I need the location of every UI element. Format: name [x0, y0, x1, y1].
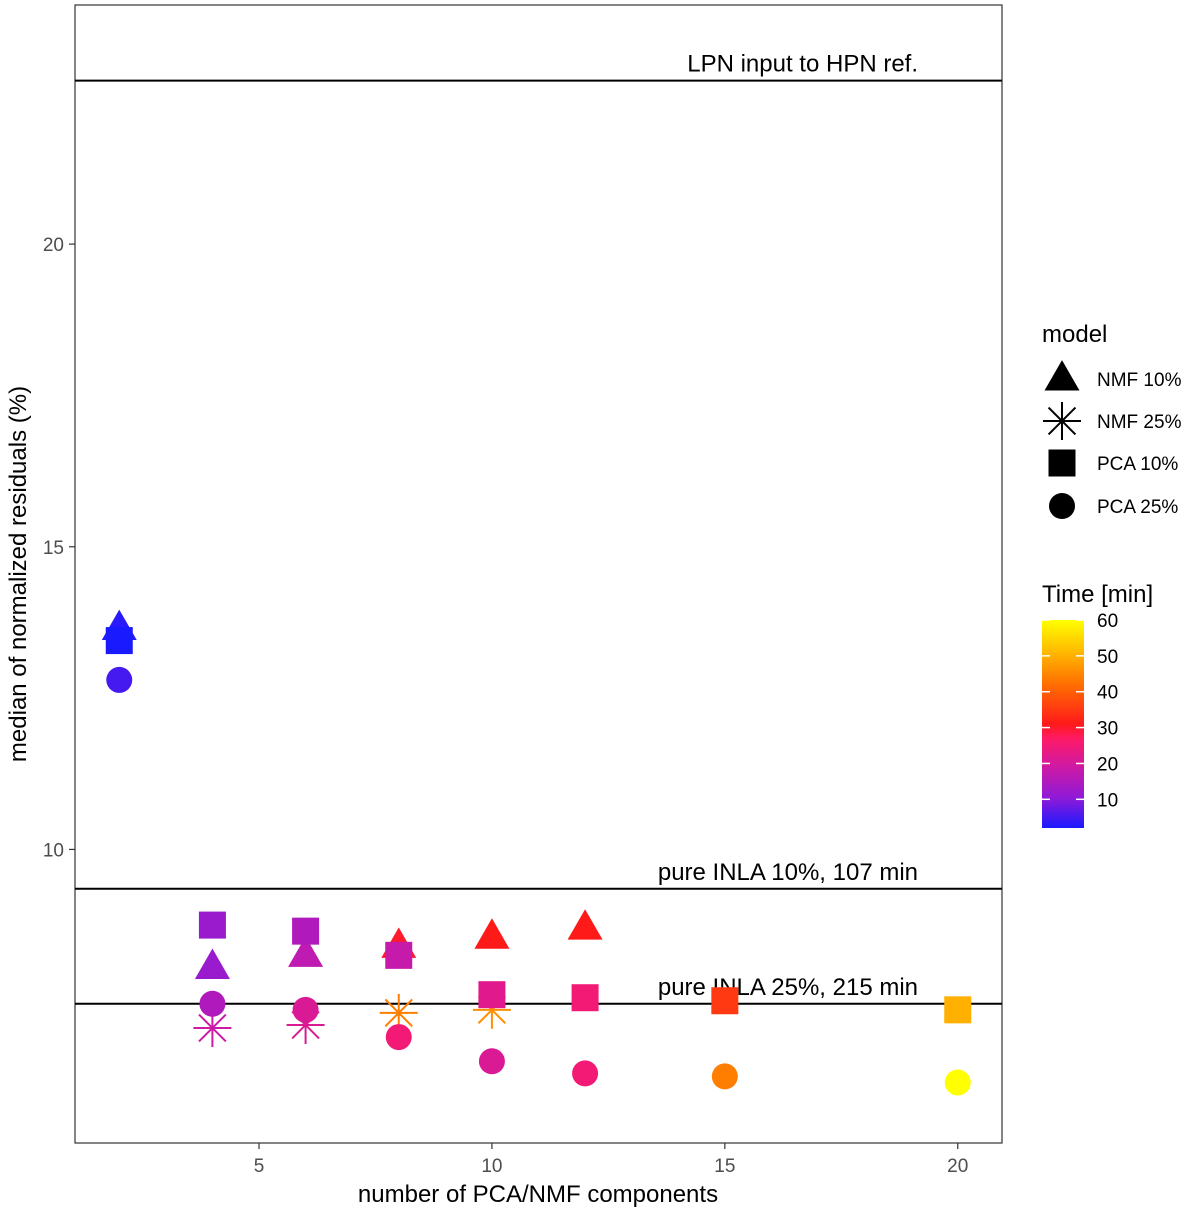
legend-entry: PCA 25%: [1049, 493, 1178, 519]
data-point: [198, 911, 226, 939]
data-point: [571, 984, 599, 1012]
legend-entry-label: NMF 10%: [1097, 370, 1182, 391]
color-tick-label: 20: [1097, 754, 1118, 775]
data-point: [711, 1063, 738, 1090]
data-point: [567, 909, 603, 940]
data-point: [385, 1024, 412, 1051]
color-tick-label: 10: [1097, 790, 1118, 811]
legend-entry: NMF 10%: [1044, 360, 1182, 391]
data-point: [288, 936, 324, 967]
reference-line-label: pure INLA 25%, 215 min: [658, 974, 918, 1001]
y-tick-label: 20: [43, 235, 64, 256]
plot-panel: [74, 4, 1003, 1144]
legend-key-triangle-icon: [1044, 360, 1080, 391]
color-legend: Time [min] 10 20 30 40 50 60: [1042, 581, 1153, 828]
data-point: [711, 987, 739, 1015]
data-point: [944, 1069, 971, 1096]
color-legend-ticks: 10 20 30 40 50 60: [1042, 611, 1118, 811]
data-point: [478, 981, 506, 1009]
color-tick-label: 30: [1097, 719, 1118, 740]
shape-legend: model NMF 10% NMF 25% PCA 10% PCA 25%: [1042, 321, 1182, 519]
color-bar: [1042, 620, 1084, 828]
reference-line-label: LPN input to HPN ref.: [687, 51, 918, 78]
data-point: [474, 918, 510, 949]
data-point: [292, 917, 320, 945]
legend-entry-label: PCA 25%: [1097, 497, 1178, 518]
data-point: [106, 666, 133, 693]
x-tick-label: 10: [481, 1156, 502, 1177]
reference-lines: LPN input to HPN ref. pure INLA 10%, 107 …: [75, 51, 1002, 1005]
legend-key-circle-icon: [1049, 493, 1075, 519]
color-tick-label: 50: [1097, 647, 1118, 668]
color-tick-label: 60: [1097, 611, 1118, 632]
data-point: [385, 941, 413, 969]
x-axis: 5 10 15 20: [254, 1143, 968, 1177]
y-axis-title: median of normalized residuals (%): [5, 386, 32, 762]
legend-key-square-icon: [1048, 449, 1076, 477]
data-point: [193, 1008, 232, 1047]
x-tick-label: 5: [254, 1156, 265, 1177]
x-axis-title: number of PCA/NMF components: [358, 1181, 718, 1208]
reference-line-label: pure INLA 10%, 107 min: [658, 859, 918, 886]
legend-entry: PCA 10%: [1048, 449, 1178, 477]
series-pca-25-: [106, 666, 971, 1096]
legend-entry-label: NMF 25%: [1097, 412, 1182, 433]
y-tick-label: 10: [43, 840, 64, 861]
data-point: [572, 1060, 599, 1087]
x-tick-label: 15: [714, 1156, 735, 1177]
data-point: [292, 996, 319, 1023]
legend-entry-label: PCA 10%: [1097, 454, 1178, 475]
shape-legend-title: model: [1042, 321, 1107, 348]
data-points: [101, 609, 972, 1096]
data-point: [105, 627, 133, 655]
y-tick-label: 15: [43, 538, 64, 559]
color-legend-title: Time [min]: [1042, 581, 1153, 608]
y-axis: 10 15 20: [43, 235, 75, 861]
legend-key-asterisk-icon: [1043, 402, 1081, 440]
data-point: [478, 1048, 505, 1075]
data-point: [944, 996, 972, 1024]
color-tick-label: 40: [1097, 683, 1118, 704]
legend-entry: NMF 25%: [1043, 402, 1182, 440]
data-point: [194, 948, 230, 980]
x-tick-label: 20: [947, 1156, 968, 1177]
data-point: [199, 990, 226, 1017]
shape-legend-entries: NMF 10% NMF 25% PCA 10% PCA 25%: [1043, 360, 1182, 519]
series-pca-10-: [105, 627, 972, 1024]
